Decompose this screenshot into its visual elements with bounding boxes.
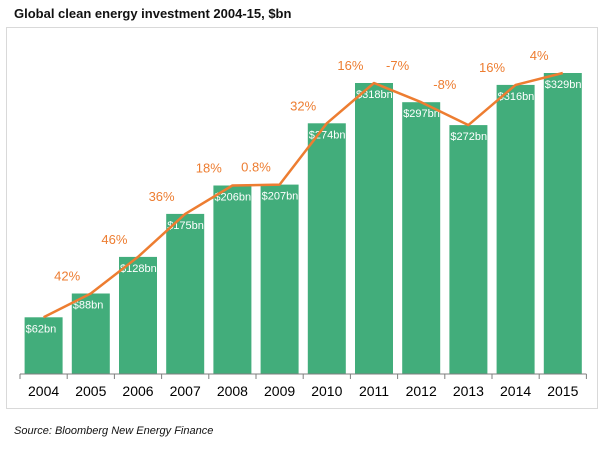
x-tick-label: 2011 bbox=[359, 383, 389, 399]
bar-2015 bbox=[543, 73, 582, 374]
x-tick-label: 2009 bbox=[264, 383, 295, 399]
bar-2008 bbox=[213, 185, 252, 374]
bar-2011 bbox=[355, 83, 393, 374]
bar-value-label: $329bn bbox=[545, 79, 582, 91]
bar-2009 bbox=[260, 184, 299, 374]
growth-label: 4% bbox=[530, 48, 549, 63]
bar-2013 bbox=[449, 125, 488, 374]
growth-label: -8% bbox=[433, 77, 457, 92]
growth-label: 18% bbox=[196, 161, 222, 176]
x-tick-label: 2015 bbox=[547, 383, 578, 399]
x-tick-label: 2013 bbox=[453, 383, 484, 399]
x-tick-label: 2005 bbox=[75, 383, 106, 399]
bar-value-label: $62bn bbox=[26, 323, 57, 335]
growth-label: 0.8% bbox=[241, 160, 271, 175]
chart-frame: 2004 2005 2006 2007 2008 2009 2010 2011 2012 2013… bbox=[6, 27, 598, 409]
bar-value-label: $207bn bbox=[262, 191, 299, 203]
bar-value-label: $274bn bbox=[309, 129, 346, 141]
chart-svg: 2004 2005 2006 2007 2008 2009 2010 2011 2012 2013… bbox=[19, 48, 587, 399]
chart-title: Global clean energy investment 2004-15, … bbox=[14, 6, 292, 21]
bar-2010 bbox=[307, 123, 346, 374]
x-tick-label: 2007 bbox=[170, 383, 201, 399]
x-tick-label: 2014 bbox=[500, 383, 531, 399]
bar-value-label: $128bn bbox=[120, 263, 157, 275]
growth-label: 16% bbox=[479, 60, 505, 75]
x-tick-label: 2008 bbox=[217, 383, 248, 399]
x-tick-label: 2010 bbox=[311, 383, 342, 399]
growth-line bbox=[43, 71, 564, 319]
bar-2007 bbox=[166, 213, 205, 374]
bar-value-label: $88bn bbox=[73, 300, 104, 312]
bar-2004 bbox=[24, 317, 63, 374]
bar-value-label: $206bn bbox=[214, 192, 251, 204]
bar-2006 bbox=[119, 256, 157, 374]
x-tick-label: 2004 bbox=[28, 383, 59, 399]
growth-label: 32% bbox=[290, 98, 316, 113]
chart-source: Source: Bloomberg New Energy Finance bbox=[14, 425, 214, 437]
x-tick-label: 2012 bbox=[406, 383, 437, 399]
growth-label: 16% bbox=[337, 58, 363, 73]
x-tick-label: 2006 bbox=[122, 383, 153, 399]
bar-2005 bbox=[71, 293, 110, 374]
bar-value-label: $272bn bbox=[450, 131, 487, 143]
bar-2012 bbox=[402, 102, 441, 374]
growth-label: 42% bbox=[54, 269, 80, 284]
bar-value-label: $297bn bbox=[403, 108, 440, 120]
growth-label: 36% bbox=[149, 189, 175, 204]
growth-label: -7% bbox=[386, 58, 410, 73]
growth-label: 46% bbox=[101, 232, 127, 247]
bar-2014 bbox=[496, 84, 535, 375]
